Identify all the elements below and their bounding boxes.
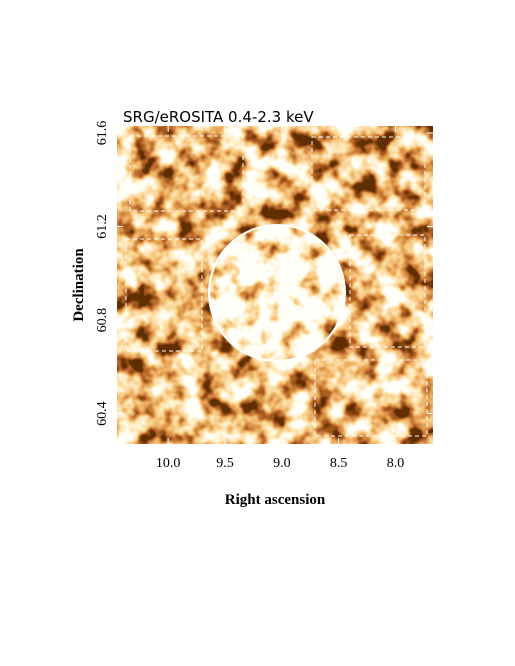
background-region (314, 359, 428, 437)
y-tick-label: 60.4 (95, 401, 110, 426)
y-tick-label: 61.6 (95, 121, 110, 146)
y-tick-label: 60.8 (95, 308, 110, 333)
x-tick-label: 9.5 (216, 456, 234, 471)
source-region (208, 224, 346, 362)
x-tick-label: 8.5 (330, 456, 348, 471)
regions (125, 135, 428, 437)
y-axis-label: Declination (71, 248, 87, 322)
background-region (129, 135, 244, 212)
x-tick-label: 10.0 (156, 456, 181, 471)
x-tick-label: 9.0 (273, 456, 291, 471)
background-region (349, 234, 426, 348)
background-region (311, 136, 426, 211)
chart-title: SRG/eROSITA 0.4-2.3 keV (123, 108, 314, 126)
sky-image (117, 126, 433, 444)
y-tick-label: 61.2 (95, 214, 110, 239)
background-region (125, 238, 203, 352)
x-tick-label: 8.0 (387, 456, 405, 471)
x-axis-label: Right ascension (225, 492, 326, 508)
